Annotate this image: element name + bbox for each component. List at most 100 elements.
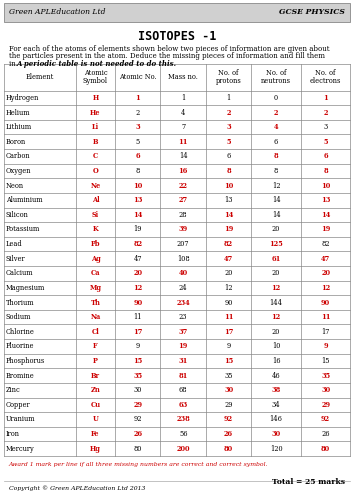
Text: 14: 14 (272, 211, 280, 219)
Text: 12: 12 (272, 313, 281, 321)
Text: Cu: Cu (90, 401, 101, 409)
Text: Neon: Neon (6, 182, 24, 190)
Text: 11: 11 (133, 313, 142, 321)
Text: 108: 108 (177, 254, 189, 262)
Text: 82: 82 (224, 240, 233, 248)
Text: 3: 3 (324, 123, 328, 131)
Text: 1: 1 (135, 94, 140, 102)
Text: 8: 8 (226, 167, 231, 175)
Text: 5: 5 (136, 138, 140, 146)
Text: 61: 61 (272, 254, 281, 262)
Text: 2: 2 (136, 108, 140, 116)
Text: 9: 9 (323, 342, 328, 350)
Text: 14: 14 (321, 211, 330, 219)
Text: 12: 12 (321, 284, 330, 292)
Text: K: K (92, 226, 98, 234)
Text: No. of: No. of (266, 69, 286, 77)
Text: 6: 6 (136, 152, 140, 160)
Text: 90: 90 (133, 298, 142, 306)
Text: 13: 13 (133, 196, 142, 204)
Text: 238: 238 (176, 416, 190, 424)
Text: 35: 35 (133, 372, 142, 380)
Text: Helium: Helium (6, 108, 30, 116)
Text: Copper: Copper (6, 401, 30, 409)
Text: Chlorine: Chlorine (6, 328, 35, 336)
Text: Magnesium: Magnesium (6, 284, 45, 292)
Text: F: F (93, 342, 98, 350)
Text: Hydrogen: Hydrogen (6, 94, 39, 102)
Text: 22: 22 (179, 182, 188, 190)
Text: 31: 31 (178, 357, 188, 365)
Text: 19: 19 (133, 226, 142, 234)
Text: Atomic No.: Atomic No. (119, 74, 156, 82)
Text: Sodium: Sodium (6, 313, 31, 321)
Text: 81: 81 (178, 372, 188, 380)
Text: Mg: Mg (90, 284, 102, 292)
Text: 15: 15 (321, 357, 330, 365)
Text: 82: 82 (133, 240, 142, 248)
Text: 35: 35 (224, 372, 233, 380)
Text: Bromine: Bromine (6, 372, 34, 380)
Text: Element: Element (25, 74, 54, 82)
Text: 15: 15 (133, 357, 142, 365)
Text: electrons: electrons (310, 77, 341, 85)
Text: 6: 6 (227, 152, 231, 160)
Text: 125: 125 (269, 240, 283, 248)
Text: 63: 63 (178, 401, 188, 409)
Text: Fe: Fe (91, 430, 100, 438)
Text: 146: 146 (270, 416, 282, 424)
Text: 4: 4 (181, 108, 185, 116)
Text: 47: 47 (224, 254, 233, 262)
Text: 15: 15 (224, 357, 233, 365)
Text: U: U (92, 416, 98, 424)
Text: 80: 80 (133, 444, 142, 452)
Text: A periodic table is not needed to do this.: A periodic table is not needed to do thi… (17, 60, 177, 68)
Text: 46: 46 (272, 372, 280, 380)
Text: 10: 10 (224, 182, 233, 190)
Text: ISOTOPES -1: ISOTOPES -1 (138, 30, 216, 43)
Text: Al: Al (92, 196, 99, 204)
Text: 5: 5 (324, 138, 328, 146)
Text: 29: 29 (133, 401, 142, 409)
Text: Boron: Boron (6, 138, 26, 146)
Text: 8: 8 (274, 152, 279, 160)
Text: Pb: Pb (91, 240, 100, 248)
Text: Symbol: Symbol (83, 77, 108, 85)
Text: 13: 13 (224, 196, 233, 204)
Text: 234: 234 (176, 298, 190, 306)
Text: 10: 10 (133, 182, 142, 190)
Text: Silicon: Silicon (6, 211, 29, 219)
Text: 3: 3 (226, 123, 231, 131)
Text: 12: 12 (133, 284, 142, 292)
Text: 47: 47 (133, 254, 142, 262)
Text: 68: 68 (179, 386, 188, 394)
Text: Potassium: Potassium (6, 226, 40, 234)
Text: 38: 38 (272, 386, 281, 394)
Text: Lithium: Lithium (6, 123, 32, 131)
Text: Zinc: Zinc (6, 386, 21, 394)
Text: 20: 20 (321, 270, 330, 278)
Text: GCSE PHYSICS: GCSE PHYSICS (279, 8, 345, 16)
Text: Cl: Cl (92, 328, 99, 336)
Text: 11: 11 (321, 313, 330, 321)
Text: 14: 14 (272, 196, 280, 204)
Text: For each of the atoms of elements shown below two pieces of information are give: For each of the atoms of elements shown … (9, 45, 329, 53)
Text: 20: 20 (272, 270, 280, 278)
Text: 6: 6 (274, 138, 278, 146)
Text: 20: 20 (272, 328, 280, 336)
Text: Award 1 mark per line if all three missing numbers are correct and correct symbo: Award 1 mark per line if all three missi… (9, 462, 268, 467)
Text: 1: 1 (227, 94, 231, 102)
Text: neutrons: neutrons (261, 77, 291, 85)
Text: 3: 3 (136, 123, 140, 131)
Text: Green APLEducation Ltd: Green APLEducation Ltd (9, 8, 105, 16)
Text: Uranium: Uranium (6, 416, 35, 424)
Text: Mercury: Mercury (6, 444, 34, 452)
Text: B: B (93, 138, 98, 146)
Text: 90: 90 (321, 298, 330, 306)
Text: 14: 14 (133, 211, 142, 219)
Text: 12: 12 (272, 182, 280, 190)
Text: 200: 200 (176, 444, 190, 452)
Text: 26: 26 (224, 430, 233, 438)
Text: Th: Th (91, 298, 101, 306)
Text: the particles present in the atom. Deduce the missing pieces of information and : the particles present in the atom. Deduc… (9, 52, 325, 60)
